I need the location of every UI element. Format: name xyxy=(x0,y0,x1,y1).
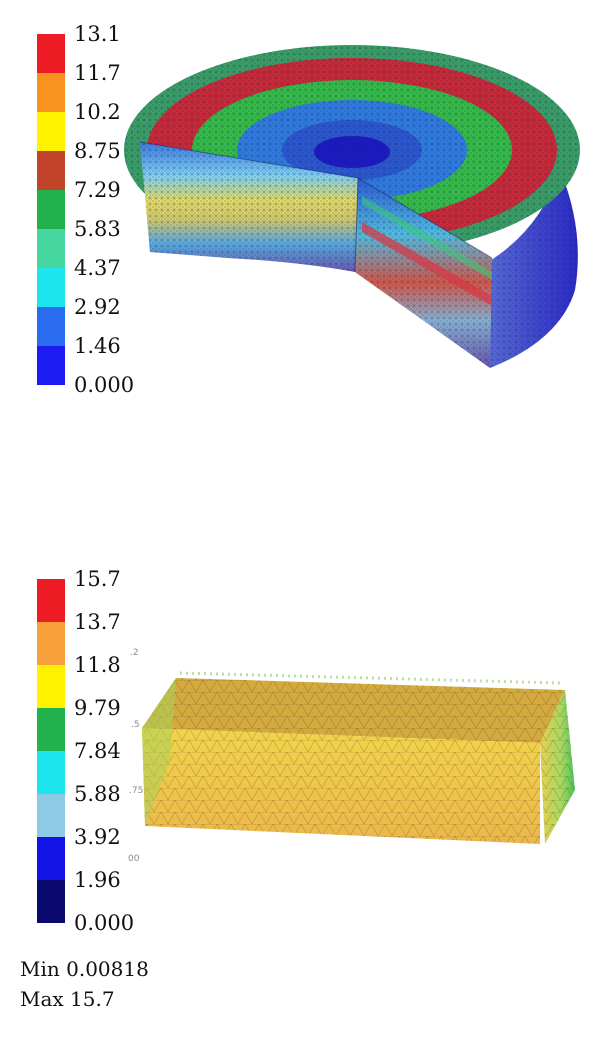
min-label: Min xyxy=(20,957,60,981)
legend-tick-label: 8.75 xyxy=(74,139,121,163)
legend-swatch xyxy=(37,579,65,622)
legend-tick-label: 13.1 xyxy=(74,22,121,46)
legend-tick-label: 3.92 xyxy=(74,825,121,849)
legend-swatch xyxy=(37,229,65,268)
legend-swatch xyxy=(37,837,65,880)
max-label: Max xyxy=(20,987,64,1011)
legend-swatch xyxy=(37,112,65,151)
legend-swatch xyxy=(37,880,65,923)
legend-tick-label: 5.83 xyxy=(74,217,121,241)
legend-swatch xyxy=(37,751,65,794)
axis-tick: 00 xyxy=(128,854,140,864)
bottom-figure-panel: .2 .5 .75 00 15.7 13.7 11.8 9.79 7.84 5.… xyxy=(0,560,600,1039)
legend-tick-label: 7.29 xyxy=(74,178,121,202)
legend-swatch xyxy=(37,268,65,307)
legend-swatch xyxy=(37,346,65,385)
legend-tick-label: 4.37 xyxy=(74,256,121,280)
max-value: 15.7 xyxy=(70,987,115,1011)
cylinder-mesh-model xyxy=(124,45,580,368)
legend-swatch xyxy=(37,34,65,73)
axis-tick: .5 xyxy=(131,720,140,730)
legend-swatch xyxy=(37,794,65,837)
legend-tick-label: 5.88 xyxy=(74,782,121,806)
legend-swatch xyxy=(37,665,65,708)
legend-swatch xyxy=(37,151,65,190)
max-readout: Max 15.7 xyxy=(20,987,115,1011)
legend-swatch xyxy=(37,190,65,229)
top-figure-panel: 13.1 11.7 10.2 8.75 7.29 5.83 4.37 2.92 … xyxy=(0,0,600,430)
legend-tick-label: 15.7 xyxy=(74,567,121,591)
block-mesh-model xyxy=(142,671,575,844)
legend-tick-label: 9.79 xyxy=(74,696,121,720)
legend-tick-label: 1.46 xyxy=(74,334,121,358)
legend-swatch xyxy=(37,73,65,112)
legend-tick-label: 10.2 xyxy=(74,100,121,124)
axis-tick: .2 xyxy=(130,648,139,658)
legend-tick-label: 1.96 xyxy=(74,868,121,892)
legend-tick-label: 13.7 xyxy=(74,610,121,634)
min-value: 0.00818 xyxy=(66,957,149,981)
legend-tick-label: 0.000 xyxy=(74,373,135,397)
legend-swatch xyxy=(37,307,65,346)
legend-swatch xyxy=(37,708,65,751)
legend-tick-label: 0.000 xyxy=(74,911,135,935)
legend-tick-label: 11.8 xyxy=(74,653,121,677)
legend-swatch xyxy=(37,622,65,665)
axis-tick: .75 xyxy=(129,786,144,796)
legend-tick-label: 7.84 xyxy=(74,739,121,763)
min-readout: Min 0.00818 xyxy=(20,957,149,981)
legend-tick-label: 11.7 xyxy=(74,61,121,85)
legend-tick-label: 2.92 xyxy=(74,295,121,319)
